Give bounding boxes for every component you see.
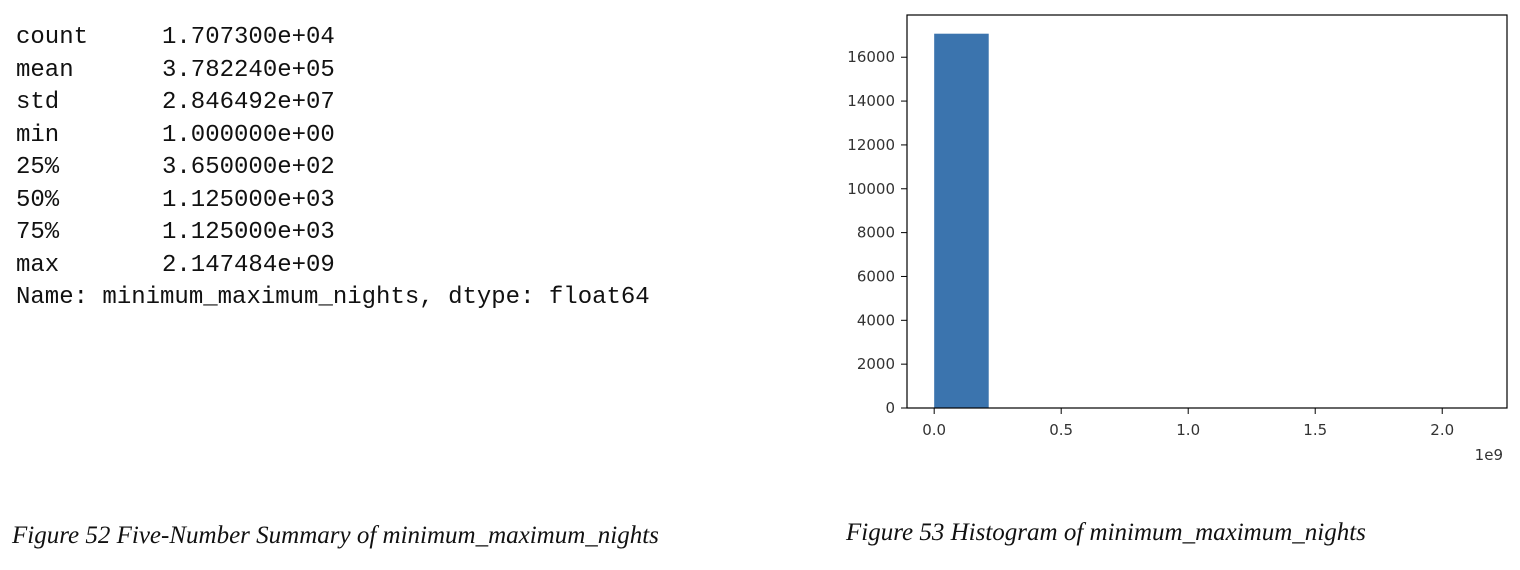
- summary-stat-value: 3.782240e+05: [162, 56, 335, 84]
- summary-row: 75% 1.125000e+03: [16, 217, 650, 250]
- summary-stat-value: 1.707300e+04: [162, 24, 335, 51]
- summary-stat-value: 2.147484e+09: [162, 251, 335, 279]
- summary-stat-label: 50%: [16, 186, 60, 214]
- summary-stat-label: std: [16, 89, 60, 116]
- summary-row: std 2.846492e+07: [16, 87, 650, 120]
- summary-stat-value: 1.000000e+00: [162, 121, 335, 149]
- y-tick-label: 4000: [857, 311, 895, 329]
- summary-stat-label: 25%: [16, 154, 60, 181]
- five-number-summary: count 1.707300e+04 mean 3.782240e+05 std 2.84…: [16, 22, 650, 315]
- summary-row: max 2.147484e+09: [16, 250, 650, 283]
- summary-rows: count 1.707300e+04 mean 3.782240e+05 std 2.84…: [16, 22, 650, 282]
- summary-stat-value: 1.125000e+03: [162, 186, 335, 214]
- y-tick-label: 16000: [847, 48, 895, 66]
- x-offset-label: 1e9: [1475, 446, 1503, 464]
- summary-stat-label: min: [16, 121, 60, 149]
- y-tick-label: 8000: [857, 224, 895, 242]
- y-tick-label: 2000: [857, 355, 895, 373]
- y-tick-label: 6000: [857, 267, 895, 285]
- histogram-svg: 0 2000 4000 6000 8000 10000 12000 14000 16000 0.0…: [847, 14, 1508, 464]
- plot-frame: [906, 14, 1508, 409]
- figure-53-caption: Figure 53 Histogram of minimum_maximum_n…: [846, 519, 1366, 546]
- series-name-line: Name: minimum_maximum_nights, dtype: flo…: [16, 284, 650, 311]
- summary-stat-label: mean: [16, 56, 74, 84]
- x-tick-label: 0.0: [922, 421, 946, 439]
- figure-52-caption: Figure 52 Five-Number Summary of minimum…: [12, 522, 659, 549]
- summary-stat-value: 2.846492e+07: [162, 89, 335, 116]
- summary-row: count 1.707300e+04: [16, 22, 650, 55]
- histogram-bar: [934, 33, 989, 408]
- summary-row: min 1.000000e+00: [16, 120, 650, 153]
- summary-row: mean 3.782240e+05: [16, 55, 650, 88]
- summary-stat-value: 3.650000e+02: [162, 154, 335, 181]
- summary-stat-label: 75%: [16, 219, 60, 246]
- x-tick-label: 0.5: [1049, 421, 1073, 439]
- y-tick-label: 10000: [847, 180, 895, 198]
- x-tick-label: 2.0: [1430, 421, 1454, 439]
- x-tick-label: 1.5: [1303, 421, 1327, 439]
- histogram-chart: 0 2000 4000 6000 8000 10000 12000 14000 16000 0.0…: [820, 0, 1520, 480]
- summary-stat-value: 1.125000e+03: [162, 219, 335, 246]
- summary-row: 25% 3.650000e+02: [16, 152, 650, 185]
- summary-row: 50% 1.125000e+03: [16, 185, 650, 218]
- x-tick-label: 1.0: [1176, 421, 1200, 439]
- y-tick-label: 14000: [847, 92, 895, 110]
- y-tick-label: 0: [885, 399, 895, 417]
- summary-stat-label: max: [16, 251, 60, 279]
- summary-stat-label: count: [16, 24, 89, 51]
- y-tick-label: 12000: [847, 136, 895, 154]
